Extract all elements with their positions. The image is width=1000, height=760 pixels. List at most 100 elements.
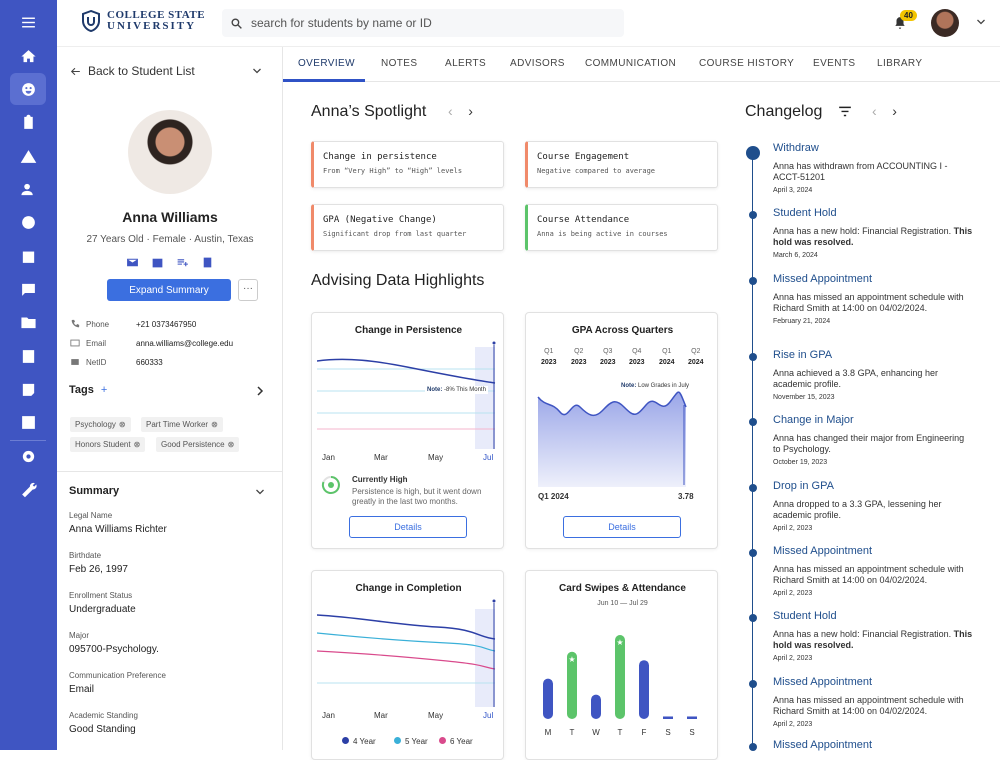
changelog-event[interactable]: Student Hold Anna has a new hold: Financi… (773, 207, 973, 259)
changelog-event[interactable]: Rise in GPA Anna achieved a 3.8 GPA, enha… (773, 349, 973, 401)
phone-row: Phone +21 0373467950 (70, 319, 196, 329)
timeline-dot (749, 614, 757, 622)
tag-chip[interactable]: Psychology ⊗ (70, 417, 131, 432)
contact-card-icon[interactable] (200, 255, 214, 269)
event-title: Missed Appointment (773, 545, 873, 557)
user-check-icon[interactable] (10, 173, 46, 205)
tab-communication[interactable]: COMMUNICATION (585, 58, 677, 69)
remove-tag-icon[interactable]: ⊗ (211, 420, 218, 429)
tab-overview[interactable]: OVERVIEW (298, 58, 355, 69)
status-title: Currently High (352, 475, 408, 484)
chevron-down-icon[interactable] (254, 486, 266, 498)
timeline-dot (749, 353, 757, 361)
student-icon[interactable] (10, 73, 46, 105)
clipboard-icon[interactable] (10, 106, 46, 138)
summary-value: Anna Williams Richter (69, 524, 167, 535)
tag-chip[interactable]: Part Time Worker ⊗ (141, 417, 223, 432)
menu-icon[interactable] (10, 6, 46, 38)
back-link[interactable]: Back to Student List (69, 64, 195, 78)
search-bar[interactable] (222, 9, 624, 37)
changelog-event[interactable]: Missed Appointment Anna has missed an app… (773, 273, 973, 325)
changelog-event[interactable]: Missed Appointment Anna has missed an app… (773, 545, 973, 597)
panel-title: Change in Completion (355, 583, 462, 594)
changelog-event[interactable]: Drop in GPA Anna dropped to a 3.3 GPA, le… (773, 480, 973, 532)
spotlight-card[interactable]: Course Engagement Negative compared to av… (525, 141, 718, 188)
user-avatar[interactable] (931, 9, 959, 37)
chart-icon[interactable] (10, 406, 46, 438)
logo-line-2: UNIVERSITY (107, 20, 197, 32)
playlist-add-icon[interactable] (175, 255, 189, 269)
summary-label: Academic Standing (69, 711, 138, 720)
swipes-bar (687, 716, 697, 719)
chevron-right-icon[interactable]: › (468, 103, 473, 119)
tab-alerts[interactable]: ALERTS (445, 58, 487, 69)
details-button[interactable]: Details (349, 516, 467, 538)
phone-value: +21 0373467950 (136, 319, 197, 329)
chevron-left-icon[interactable]: ‹ (448, 103, 453, 119)
x-tick-label: T (570, 728, 575, 737)
tag-chip[interactable]: Good Persistence ⊗ (156, 437, 240, 452)
persistence-panel: Change in Persistence Note: -8% This Mon… (311, 312, 504, 549)
chevron-right-icon[interactable]: › (892, 103, 897, 119)
spotlight-card[interactable]: GPA (Negative Change) Significant drop fr… (311, 204, 504, 251)
mail-icon[interactable] (125, 255, 139, 269)
tags-title: Tags + (69, 384, 108, 396)
filter-icon[interactable] (838, 106, 852, 118)
search-icon (231, 17, 242, 29)
spotlight-nav: ‹ › (448, 103, 473, 119)
date-range: Jun 10 — Jul 29 (597, 600, 648, 607)
add-tag-button[interactable]: + (100, 384, 108, 396)
settings-icon[interactable] (10, 440, 46, 472)
email-value[interactable]: anna.williams@college.edu (136, 338, 234, 348)
x-tick-label: May (428, 711, 444, 720)
changelog-event[interactable]: Missed Appointment Anna has missed an app… (773, 676, 973, 728)
tab-course-history[interactable]: COURSE HISTORY (699, 58, 795, 69)
expand-summary-button[interactable]: Expand Summary (107, 279, 231, 301)
tab-advisors[interactable]: ADVISORS (510, 58, 565, 69)
student-meta: 27 Years Old · Female · Austin, Texas (86, 234, 254, 245)
timeline-start-dot (746, 146, 760, 160)
spotlight-card[interactable]: Course Attendance Anna is being active in… (525, 204, 718, 251)
calendar-icon[interactable] (150, 255, 164, 269)
remove-tag-icon[interactable]: ⊗ (133, 440, 141, 449)
netid-value: 660333 (136, 357, 163, 367)
details-button[interactable]: Details (563, 516, 681, 538)
summary-label: Communication Preference (69, 671, 166, 680)
wrench-icon[interactable] (10, 473, 46, 505)
bolt-icon[interactable] (10, 206, 46, 238)
event-description: Anna has missed an appointment schedule … (773, 695, 964, 716)
calendar-icon[interactable] (10, 240, 46, 272)
add-note-icon[interactable] (10, 373, 46, 405)
chevron-right-icon[interactable] (254, 385, 266, 397)
tag-chip[interactable]: Honors Student ⊗ (70, 437, 146, 452)
event-description: Anna achieved a 3.8 GPA, enhancing her a… (773, 368, 938, 389)
changelog-event[interactable]: Student Hold Anna has a new hold: Financi… (773, 610, 973, 662)
chevron-down-icon[interactable] (251, 65, 263, 77)
home-icon[interactable] (10, 40, 46, 72)
university-logo[interactable]: COLLEGE STATE UNIVERSITY (81, 10, 205, 32)
more-options-button[interactable]: ··· (238, 279, 258, 301)
swipes-bar (615, 635, 625, 719)
chevron-down-icon[interactable] (975, 16, 987, 28)
event-date: April 2, 2023 (773, 590, 813, 597)
chevron-left-icon[interactable]: ‹ (872, 103, 877, 119)
folder-icon[interactable] (10, 306, 46, 338)
event-title: Withdraw (773, 142, 819, 154)
alert-icon[interactable] (10, 140, 46, 172)
id-card-icon[interactable] (10, 340, 46, 372)
x-tick-label: M (545, 728, 552, 737)
netid-row: NetID 660333 (70, 357, 163, 367)
remove-tag-icon[interactable]: ⊗ (227, 440, 235, 449)
search-input[interactable] (251, 16, 611, 30)
tab-events[interactable]: EVENTS (813, 58, 856, 69)
remove-tag-icon[interactable]: ⊗ (118, 420, 126, 429)
chat-icon[interactable] (10, 273, 46, 305)
tab-library[interactable]: LIBRARY (877, 58, 923, 69)
swipes-bar (639, 660, 649, 719)
timeline-dot (749, 418, 757, 426)
changelog-event[interactable]: Missed Appointment (773, 739, 973, 751)
changelog-event[interactable]: Withdraw Anna has withdrawn from ACCOUNTI… (773, 142, 973, 194)
changelog-event[interactable]: Change in Major Anna has changed their ma… (773, 414, 973, 466)
spotlight-card[interactable]: Change in persistence From “Very High” to… (311, 141, 504, 188)
tab-notes[interactable]: NOTES (381, 58, 418, 69)
